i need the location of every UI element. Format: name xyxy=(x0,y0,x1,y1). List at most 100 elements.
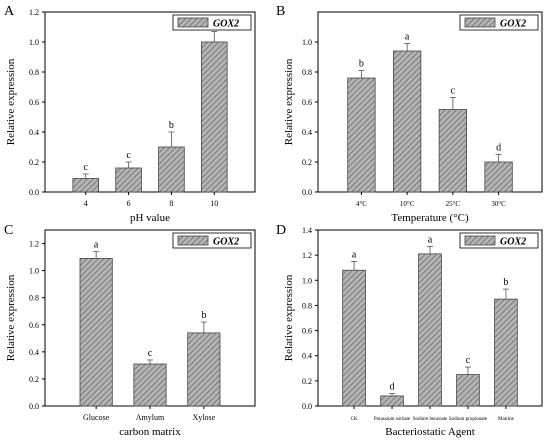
significance-label-b-1: a xyxy=(405,32,410,43)
chart-a-plot: 0.00.20.40.60.81.01.2c4c6b8a10pH valueRe… xyxy=(5,8,256,224)
legend-swatch-d xyxy=(464,235,496,246)
legend-c: GOX2 xyxy=(172,232,252,249)
significance-label-d-2: a xyxy=(428,234,433,245)
y-tick-label-a-6: 1.2 xyxy=(29,8,39,17)
y-tick-label-d-2: 0.4 xyxy=(302,352,312,361)
x-axis-title-d: Bacteriostatic Agent xyxy=(385,426,475,438)
bar-a-1 xyxy=(115,167,142,193)
panel-b-letter: B xyxy=(276,4,285,19)
y-tick-label-b-2: 0.4 xyxy=(302,128,312,137)
bar-a-2 xyxy=(158,146,185,193)
y-axis-title-c: Relative expression xyxy=(5,274,17,361)
bar-c-2 xyxy=(187,332,221,407)
significance-label-c-0: a xyxy=(94,240,99,251)
y-tick-label-a-2: 0.4 xyxy=(29,128,39,137)
x-tick-label-b-2: 25°C xyxy=(446,200,461,208)
x-tick-label-b-3: 30°C xyxy=(491,200,506,208)
y-tick-label-b-4: 0.8 xyxy=(302,68,312,77)
x-axis-title-c: carbon matrix xyxy=(119,426,181,438)
bar-c-1 xyxy=(133,363,167,407)
bar-b-0 xyxy=(347,77,376,193)
bar-a-0 xyxy=(72,178,99,193)
significance-label-c-2: b xyxy=(201,310,206,321)
y-tick-label-b-5: 1.0 xyxy=(302,38,312,47)
significance-label-a-1: c xyxy=(126,150,131,161)
bar-d-2 xyxy=(418,253,442,407)
y-tick-label-a-4: 0.8 xyxy=(29,68,39,77)
chart-d-plot: 0.0 0.2 0.4 0.6 0.8 1.0 1.2 1.4 a CK d Potassium so… xyxy=(283,226,543,438)
significance-label-b-0: b xyxy=(359,59,364,70)
bar-c-0 xyxy=(79,258,113,407)
panel-a-letter: A xyxy=(4,4,15,19)
y-tick-label-d-7: 1.4 xyxy=(302,226,312,235)
x-tick-label-b-1: 10°C xyxy=(400,200,415,208)
panel-a: A 0.00.20.40.60.81.01.2c4c6b8a10pH value… xyxy=(4,4,256,224)
x-tick-label-a-2: 8 xyxy=(169,199,173,208)
x-tick-label-b-0: 4°C xyxy=(356,200,367,208)
y-tick-label-b-0: 0.0 xyxy=(302,188,312,197)
x-tick-label-c-2: Xylose xyxy=(193,413,216,422)
y-axis-title-a: Relative expression xyxy=(5,58,17,145)
bar-d-4 xyxy=(494,298,518,407)
panel-b: B 0.0 0.2 0.4 0.6 0.8 1.0 b 4°C a 10°C c 25°C d 30°C T… xyxy=(276,4,543,224)
bar-d-3 xyxy=(456,374,480,407)
significance-label-b-2: c xyxy=(451,86,456,97)
legend-swatch-b xyxy=(464,17,496,28)
bar-a-3 xyxy=(201,41,228,193)
x-tick-label-a-1: 6 xyxy=(127,199,131,208)
x-tick-label-c-0: Glucose xyxy=(83,413,110,422)
chart-b-plot: 0.0 0.2 0.4 0.6 0.8 1.0 b 4°C a 10°C c 25°C d 30°C Tem… xyxy=(283,11,543,224)
chart-c-plot: 0.0 0.2 0.4 0.6 0.8 1.0 1.2 a Glucose c Amylum b Xyl… xyxy=(5,229,256,438)
significance-label-a-0: c xyxy=(83,162,88,173)
legend-a: GOX2 xyxy=(172,14,252,31)
y-tick-label-c-0: 0.0 xyxy=(29,402,39,411)
y-tick-label-a-3: 0.6 xyxy=(29,98,39,107)
y-tick-label-b-3: 0.6 xyxy=(302,98,312,107)
significance-label-a-2: b xyxy=(169,120,174,131)
legend-swatch-a xyxy=(177,17,209,28)
y-tick-label-d-3: 0.6 xyxy=(302,327,312,336)
y-tick-label-c-4: 0.8 xyxy=(29,294,39,303)
y-tick-label-a-5: 1.0 xyxy=(29,38,39,47)
x-tick-label-d-2: Sodium benzoate xyxy=(413,417,448,422)
panel-d: D 0.0 0.2 0.4 0.6 0.8 1.0 1.2 1.4 a CK d Potassium … xyxy=(276,223,543,438)
legend-label-c: GOX2 xyxy=(213,237,239,248)
significance-label-b-3: d xyxy=(496,143,501,154)
x-tick-label-d-1: Potassium sorbate xyxy=(374,417,411,422)
bar-b-2 xyxy=(438,109,467,193)
y-tick-label-c-2: 0.4 xyxy=(29,348,39,357)
y-axis-title-b: Relative expression xyxy=(283,58,295,145)
legend-label-d: GOX2 xyxy=(500,237,526,248)
y-tick-label-c-1: 0.2 xyxy=(29,375,39,384)
y-tick-label-d-0: 0.0 xyxy=(302,402,312,411)
y-tick-label-d-4: 0.8 xyxy=(302,301,312,310)
x-tick-label-d-4: Matrine xyxy=(498,417,515,422)
legend-label-b: GOX2 xyxy=(500,19,526,30)
y-tick-label-c-5: 1.0 xyxy=(29,267,39,276)
panel-c-letter: C xyxy=(4,223,13,238)
y-tick-label-c-6: 1.2 xyxy=(29,240,39,249)
x-axis-title-a: pH value xyxy=(130,212,170,224)
y-tick-label-d-5: 1.0 xyxy=(302,276,312,285)
bar-b-1 xyxy=(393,50,422,193)
legend-label-a: GOX2 xyxy=(213,19,239,30)
significance-label-d-4: b xyxy=(503,277,508,288)
y-tick-label-a-1: 0.2 xyxy=(29,158,39,167)
y-tick-label-d-6: 1.2 xyxy=(302,251,312,260)
significance-label-d-0: a xyxy=(352,249,357,260)
y-tick-label-c-3: 0.6 xyxy=(29,321,39,330)
x-tick-label-a-3: 10 xyxy=(210,199,218,208)
bar-d-1 xyxy=(380,395,404,407)
bar-b-3 xyxy=(484,161,513,193)
x-tick-label-d-0: CK xyxy=(351,417,358,422)
y-tick-label-b-1: 0.2 xyxy=(302,158,312,167)
x-tick-label-d-3: Sodium propionate xyxy=(449,417,488,422)
x-tick-label-a-0: 4 xyxy=(84,199,88,208)
panel-c: C 0.0 0.2 0.4 0.6 0.8 1.0 1.2 a Glucose c Amylum b X… xyxy=(4,223,256,438)
x-tick-label-c-1: Amylum xyxy=(136,413,165,422)
significance-label-c-1: c xyxy=(148,348,153,359)
y-axis-title-d: Relative expression xyxy=(283,274,295,361)
significance-label-d-1: d xyxy=(390,381,395,392)
panel-d-letter: D xyxy=(276,223,286,238)
